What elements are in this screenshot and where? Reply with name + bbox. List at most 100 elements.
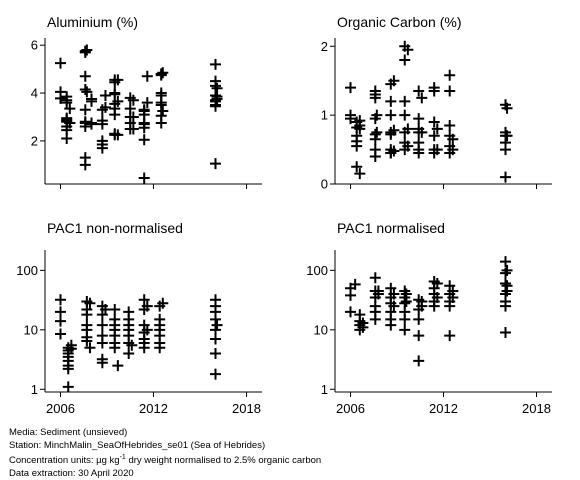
chart-caption: Media: Sediment (unsieved) Station: Minc… — [9, 427, 321, 480]
data-point — [138, 294, 150, 306]
x-tick-label: 2018 — [232, 401, 261, 416]
caption-station: Station: MinchMalin_SeaOfHebrides_se01 (… — [9, 439, 266, 451]
data-point — [112, 74, 124, 86]
data-point — [357, 321, 369, 333]
data-point — [345, 289, 356, 301]
data-point — [64, 117, 76, 129]
data-point — [431, 278, 443, 290]
data-point — [112, 95, 124, 107]
data-point — [79, 46, 91, 58]
data-point — [345, 82, 356, 94]
data-point — [127, 111, 139, 123]
data-point — [211, 319, 223, 331]
data-point — [141, 324, 153, 336]
data-point — [388, 145, 400, 157]
data-point — [447, 133, 459, 145]
data-point — [428, 116, 440, 128]
data-point — [413, 147, 425, 159]
y-tick-label: 100 — [306, 263, 328, 278]
data-point — [416, 126, 428, 138]
data-point — [385, 109, 397, 121]
data-point — [157, 297, 169, 309]
data-point — [141, 97, 153, 109]
data-point — [138, 172, 150, 184]
data-point — [413, 313, 425, 325]
data-point — [211, 93, 223, 105]
data-point — [96, 357, 108, 369]
data-point — [431, 291, 443, 303]
data-point — [65, 343, 77, 355]
data-point — [155, 99, 167, 111]
y-tick-label: 0 — [321, 177, 328, 192]
data-point — [413, 355, 425, 367]
data-point — [55, 57, 66, 69]
data-point — [399, 324, 411, 336]
data-point — [345, 113, 356, 125]
y-tick-label: 1 — [321, 382, 328, 397]
data-point — [369, 150, 381, 162]
data-point — [86, 118, 97, 130]
data-point — [154, 342, 166, 354]
data-point — [96, 118, 108, 130]
data-point — [112, 129, 124, 141]
data-point — [138, 134, 150, 146]
y-tick-label: 1 — [321, 108, 328, 123]
data-point — [210, 58, 221, 70]
data-point — [210, 158, 221, 170]
caption-media: Media: Sediment (unsieved) — [9, 427, 128, 438]
data-point — [79, 159, 91, 171]
data-point — [109, 109, 121, 121]
data-point — [84, 297, 96, 309]
data-point — [428, 130, 440, 142]
data-point — [501, 102, 513, 114]
data-point — [99, 303, 111, 315]
chart-panel-2: Organic Carbon (%) 0 1 2 — [321, 14, 552, 192]
panel-title: Organic Carbon (%) — [337, 14, 462, 30]
data-point — [371, 109, 383, 121]
data-point — [79, 70, 91, 82]
data-point — [62, 381, 74, 393]
y-tick-label: 4 — [31, 86, 38, 101]
data-point — [399, 54, 411, 66]
data-point — [413, 113, 425, 125]
data-point — [369, 133, 381, 145]
panel-title: PAC1 normalised — [337, 220, 445, 236]
data-point — [99, 101, 111, 113]
data-point — [345, 306, 356, 318]
y-tick-label: 100 — [16, 263, 38, 278]
data-point — [210, 333, 221, 345]
data-point — [61, 97, 73, 109]
data-point — [127, 123, 139, 135]
data-point — [402, 123, 414, 135]
panel-title: PAC1 non-normalised — [47, 220, 183, 236]
data-point — [416, 92, 428, 104]
data-point — [388, 124, 400, 136]
caption-units-suffix: dry weight normalised to 2.5% organic ca… — [125, 455, 322, 467]
y-tick-label: 1 — [31, 382, 38, 397]
data-point — [79, 104, 91, 116]
data-point — [55, 315, 66, 327]
data-point — [354, 115, 366, 127]
data-point — [61, 133, 73, 145]
data-point — [99, 89, 111, 101]
data-point — [141, 300, 153, 312]
data-point — [500, 171, 511, 183]
data-point — [500, 327, 511, 339]
data-point — [444, 119, 456, 131]
data-point — [402, 140, 414, 152]
data-point — [55, 328, 66, 340]
data-point — [500, 256, 511, 268]
data-point — [500, 144, 511, 156]
data-point — [109, 342, 121, 354]
data-point — [385, 95, 397, 107]
data-point — [428, 85, 440, 97]
data-point — [81, 86, 93, 98]
data-point — [210, 368, 221, 380]
data-point — [500, 267, 511, 279]
data-point — [431, 123, 443, 135]
data-point — [402, 44, 414, 56]
data-point — [400, 295, 412, 307]
data-point — [141, 70, 153, 82]
y-tick-label: 10 — [314, 322, 328, 337]
data-point — [210, 80, 221, 92]
